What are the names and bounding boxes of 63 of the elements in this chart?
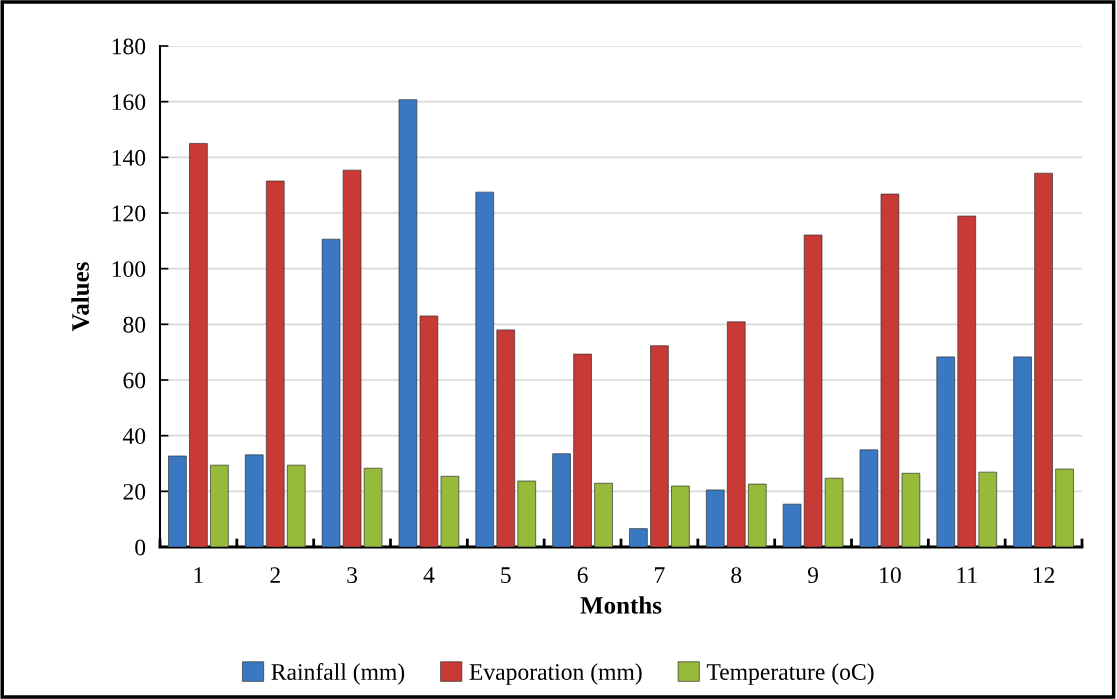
y-tick-label: 20 — [123, 483, 146, 500]
bar — [168, 455, 187, 547]
bar — [824, 477, 844, 547]
y-tick-label: 120 — [112, 205, 146, 222]
bar — [517, 480, 537, 547]
bar — [244, 454, 264, 547]
legend-label: Evaporation (mm) — [469, 663, 642, 685]
x-axis-title: Months — [580, 596, 662, 614]
bar — [398, 99, 418, 547]
bar — [475, 191, 495, 547]
y-tick-label: 160 — [112, 94, 146, 111]
y-tick-label: 0 — [135, 539, 146, 556]
bar — [419, 315, 439, 547]
y-tick-label: 40 — [122, 428, 146, 445]
bar — [210, 464, 229, 547]
bar — [671, 485, 690, 547]
x-tick-label: 4 — [423, 567, 435, 583]
bar — [803, 234, 823, 547]
x-tick-label: 8 — [731, 567, 742, 584]
bar — [265, 180, 285, 547]
bar — [859, 449, 879, 547]
x-tick-label: 9 — [807, 567, 819, 584]
x-tick-label: 10 — [880, 567, 901, 584]
bar — [936, 356, 956, 547]
x-tick-label: 3 — [347, 567, 358, 584]
x-tick-label: 5 — [501, 567, 511, 584]
x-tick-label: 1 — [194, 567, 203, 583]
bar — [705, 489, 725, 547]
bar — [321, 238, 341, 547]
y-tick-label: 80 — [123, 316, 146, 333]
legend-label: Rainfall (mm) — [271, 663, 405, 685]
bar — [1013, 356, 1032, 547]
y-axis-title: Values — [71, 262, 90, 332]
x-tick-label: 6 — [577, 567, 588, 584]
bar — [726, 321, 746, 547]
x-tick-label: 11 — [957, 567, 977, 583]
bar — [496, 329, 516, 547]
x-tick-label: 7 — [655, 567, 665, 583]
bar — [363, 467, 383, 547]
bar — [440, 475, 460, 547]
y-tick-label: 140 — [112, 149, 146, 166]
legend-label: Temperature (oC) — [706, 663, 874, 685]
bar — [1055, 468, 1074, 547]
y-tick-label: 100 — [112, 261, 146, 278]
bar — [650, 345, 669, 547]
y-tick-label: 60 — [123, 372, 146, 389]
bar — [573, 353, 592, 547]
bar — [880, 193, 900, 547]
bar — [901, 472, 921, 547]
bar — [286, 464, 306, 547]
bar — [1034, 172, 1053, 547]
bar — [552, 453, 571, 547]
bar — [594, 482, 613, 547]
bar — [189, 143, 208, 547]
bar — [978, 471, 998, 547]
x-tick-label: 12 — [1033, 567, 1055, 583]
bar — [629, 528, 648, 547]
y-tick-label: 180 — [112, 38, 146, 55]
bar — [957, 215, 977, 547]
bar — [342, 169, 362, 547]
x-tick-label: 2 — [270, 567, 280, 583]
bar — [747, 483, 767, 547]
bar — [782, 503, 802, 547]
